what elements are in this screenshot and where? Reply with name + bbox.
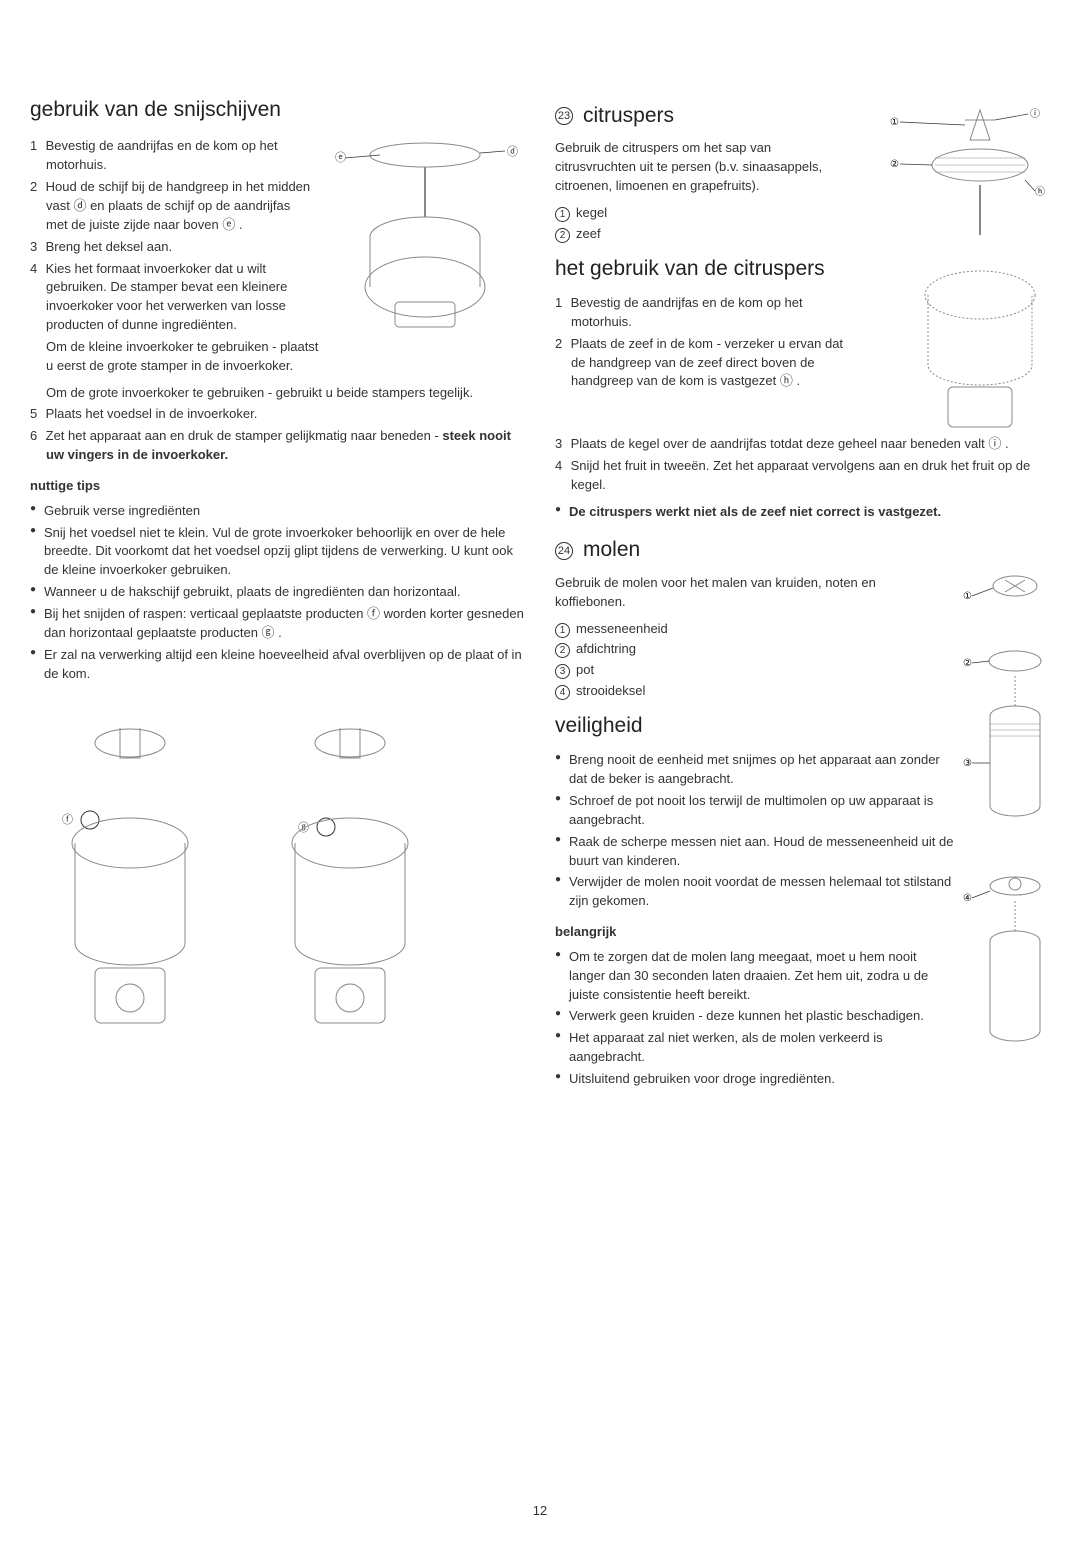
- tips-heading: nuttige tips: [30, 477, 525, 496]
- safety-list: Breng nooit de eenheid met snijmes op he…: [555, 751, 955, 911]
- svg-text:①: ①: [890, 117, 899, 128]
- step: 2 Plaats de zeef in de kom - verzeker u …: [555, 335, 855, 392]
- svg-text:ⓔ: ⓔ: [335, 151, 346, 164]
- svg-text:①: ①: [963, 591, 972, 602]
- citrus-warning: De citruspers werkt niet als de zeef nie…: [555, 503, 1050, 522]
- horizontal-diagram-g: ⓖ: [250, 703, 450, 1043]
- svg-text:②: ②: [890, 159, 899, 170]
- svg-text:④: ④: [963, 893, 972, 904]
- important-item: Verwerk geen kruiden - deze kunnen het p…: [555, 1007, 1050, 1026]
- tip-item: Wanneer u de hakschijf gebruikt, plaats …: [30, 583, 525, 602]
- important-item: Het apparaat zal niet werken, als de mol…: [555, 1029, 1050, 1067]
- step-5: 5 Plaats het voedsel in de invoerkoker.: [30, 405, 525, 424]
- vertical-diagram-f: ⓕ: [30, 703, 230, 1043]
- tip-item: Er zal na verwerking altijd een kleine h…: [30, 646, 525, 684]
- svg-text:ⓗ: ⓗ: [1035, 186, 1045, 198]
- citrus-diagram-image: ① ⓘ ② ⓗ: [870, 95, 1050, 435]
- svg-text:③: ③: [963, 758, 972, 769]
- tip-item: Snij het voedsel niet te klein. Vul de g…: [30, 524, 525, 581]
- safety-item: Schroef de pot nooit los terwijl de mult…: [555, 792, 955, 830]
- step-4: 4 Kies het formaat invoerkoker dat u wil…: [30, 260, 320, 376]
- citrus-steps-2: 3 Plaats de kegel over de aandrijfas tot…: [555, 435, 1050, 495]
- svg-text:ⓓ: ⓓ: [507, 145, 518, 158]
- safety-item: Raak de scherpe messen niet aan. Houd de…: [555, 833, 955, 871]
- section-heading-citrus: citruspers: [583, 101, 674, 131]
- mill-intro: Gebruik de molen voor het malen van krui…: [555, 574, 935, 612]
- tip-item: Gebruik verse ingrediënten: [30, 502, 525, 521]
- section-marker-24: 24: [555, 542, 573, 560]
- step-2: 2 Houd de schijf bij de handgreep in het…: [30, 178, 320, 235]
- safety-item: Breng nooit de eenheid met snijmes op he…: [555, 751, 955, 789]
- section-heading-mill: molen: [583, 535, 640, 565]
- step: 1 Bevestig de aandrijfas en de kom op he…: [555, 294, 855, 332]
- disc-steps-2: 5 Plaats het voedsel in de invoerkoker. …: [30, 405, 525, 465]
- svg-text:②: ②: [963, 658, 972, 669]
- tip-item: Bij het snijden of raspen: verticaal gep…: [30, 605, 525, 643]
- svg-text:ⓘ: ⓘ: [1030, 108, 1040, 120]
- safety-item: Verwijder de molen nooit voordat de mess…: [555, 873, 955, 911]
- important-item: Uitsluitend gebruiken voor droge ingredi…: [555, 1070, 1050, 1089]
- svg-text:ⓕ: ⓕ: [62, 813, 73, 826]
- bottom-diagrams: ⓕ ⓖ: [30, 703, 525, 1043]
- left-column: gebruik van de snijschijven ⓔ ⓓ 1 Bevest…: [30, 95, 525, 1142]
- step-6: 6 Zet het apparaat aan en druk de stampe…: [30, 427, 525, 465]
- section-heading-discs: gebruik van de snijschijven: [30, 95, 525, 125]
- important-item: Om te zorgen dat de molen lang meegaat, …: [555, 948, 945, 1005]
- right-column: ① ⓘ ② ⓗ 23 citruspers Gebruik de citrusp…: [555, 95, 1050, 1142]
- step-4-cont: Om de grote invoerkoker te gebruiken - g…: [30, 384, 525, 403]
- tips-list: Gebruik verse ingrediënten Snij het voed…: [30, 502, 525, 684]
- disc-diagram-image: ⓔ ⓓ: [325, 137, 525, 332]
- step: 3 Plaats de kegel over de aandrijfas tot…: [555, 435, 1050, 454]
- citrus-intro: Gebruik de citruspers om het sap van cit…: [555, 139, 855, 196]
- page-number: 12: [0, 1502, 1080, 1521]
- warning-item: De citruspers werkt niet als de zeef nie…: [555, 503, 1050, 522]
- step: 4 Snijd het fruit in tweeën. Zet het app…: [555, 457, 1050, 495]
- section-marker-23: 23: [555, 107, 573, 125]
